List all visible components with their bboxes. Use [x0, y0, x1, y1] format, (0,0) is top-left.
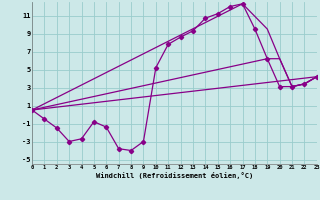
X-axis label: Windchill (Refroidissement éolien,°C): Windchill (Refroidissement éolien,°C): [96, 172, 253, 179]
